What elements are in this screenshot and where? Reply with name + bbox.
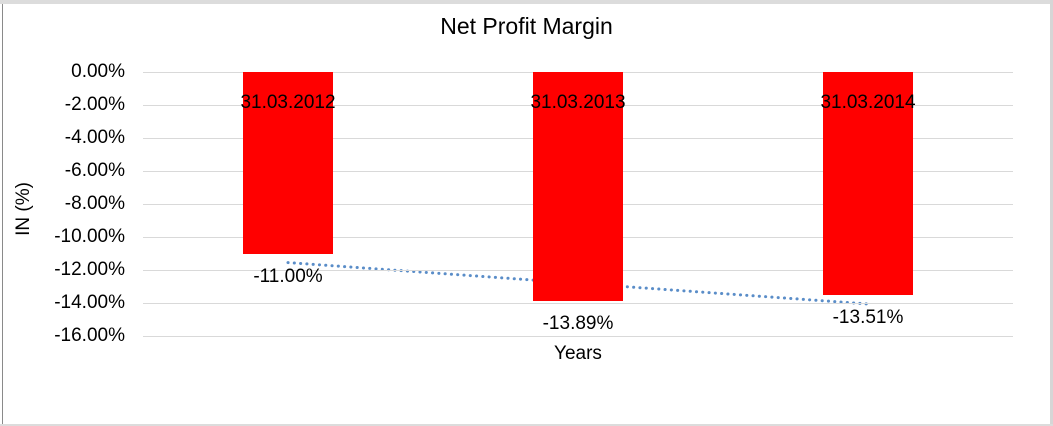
bar[interactable] (243, 72, 333, 254)
y-axis-tick-label: -12.00% (54, 259, 125, 280)
frame-border-top (0, 0, 1053, 4)
value-label: -13.51% (832, 306, 904, 328)
gridline (143, 335, 1013, 337)
y-axis-tick-label: -6.00% (64, 160, 125, 181)
bar[interactable] (823, 72, 913, 295)
y-axis-tick-label: -14.00% (54, 292, 125, 313)
bar[interactable] (533, 72, 623, 302)
frame-border-bottom (0, 424, 1053, 426)
y-axis-tick-label: -10.00% (54, 226, 125, 247)
frame-border-left (2, 4, 3, 424)
category-label: 31.03.2012 (240, 92, 336, 113)
category-label: 31.03.2014 (820, 92, 916, 113)
category-label: 31.03.2013 (530, 92, 626, 113)
y-axis-tick-label: -2.00% (64, 94, 125, 115)
y-axis-tick-label: -4.00% (64, 127, 125, 148)
value-label: -13.89% (542, 313, 614, 335)
gridline (143, 302, 1013, 304)
y-axis-tick-label: -8.00% (64, 193, 125, 214)
chart-title: Net Profit Margin (440, 13, 613, 39)
value-label: -11.00% (253, 265, 323, 287)
y-axis-tick-label: -16.00% (54, 325, 125, 346)
x-axis-title: Years (554, 343, 602, 364)
y-axis-tick-label: 0.00% (71, 61, 125, 82)
frame-border-right (1050, 0, 1053, 426)
